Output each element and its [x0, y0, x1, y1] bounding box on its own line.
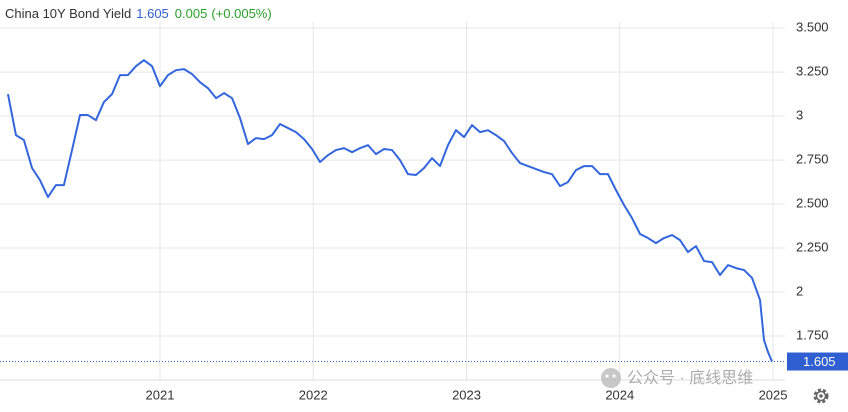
y-tick-label: 1.750 — [796, 327, 829, 342]
current-value-label: 1.605 — [803, 354, 836, 369]
current-value-box — [787, 352, 848, 371]
y-tick-label: 3.250 — [796, 64, 829, 79]
settings-icon[interactable] — [813, 388, 829, 404]
current-value: 1.605 — [136, 6, 169, 21]
y-tick-label: 2 — [796, 283, 803, 298]
chart-title: China 10Y Bond Yield 1.605 0.005 (+0.005%) — [5, 6, 272, 21]
x-tick-label: 2023 — [452, 387, 481, 402]
wechat-icon-eye — [612, 374, 616, 378]
x-tick-label: 2022 — [299, 387, 328, 402]
marks — [0, 59, 785, 363]
grid — [0, 22, 785, 381]
y-tick-label: 2.750 — [796, 152, 829, 167]
y-tick-label: 3.500 — [796, 20, 829, 35]
gear-hub[interactable] — [819, 394, 823, 398]
gear-teeth[interactable] — [813, 388, 829, 404]
x-tick-label: 2021 — [146, 387, 175, 402]
gear-body[interactable] — [815, 390, 827, 402]
title-name: China 10Y Bond Yield — [5, 6, 131, 21]
series-line — [6, 59, 773, 362]
watermark: 公众号 · 底线思维 — [627, 369, 753, 387]
change: 0.005 — [175, 6, 208, 21]
x-tick-label: 2024 — [605, 387, 634, 402]
y-tick-label: 3 — [796, 108, 803, 123]
watermark-group: 公众号 · 底线思维 — [601, 368, 753, 388]
wechat-icon — [601, 368, 621, 388]
y-tick-label: 2.500 — [796, 196, 829, 211]
x-tick-label: 2025 — [759, 387, 788, 402]
change-percent: (+0.005%) — [211, 6, 271, 21]
wechat-icon-eye — [605, 374, 609, 378]
y-tick-label: 2.250 — [796, 239, 829, 254]
